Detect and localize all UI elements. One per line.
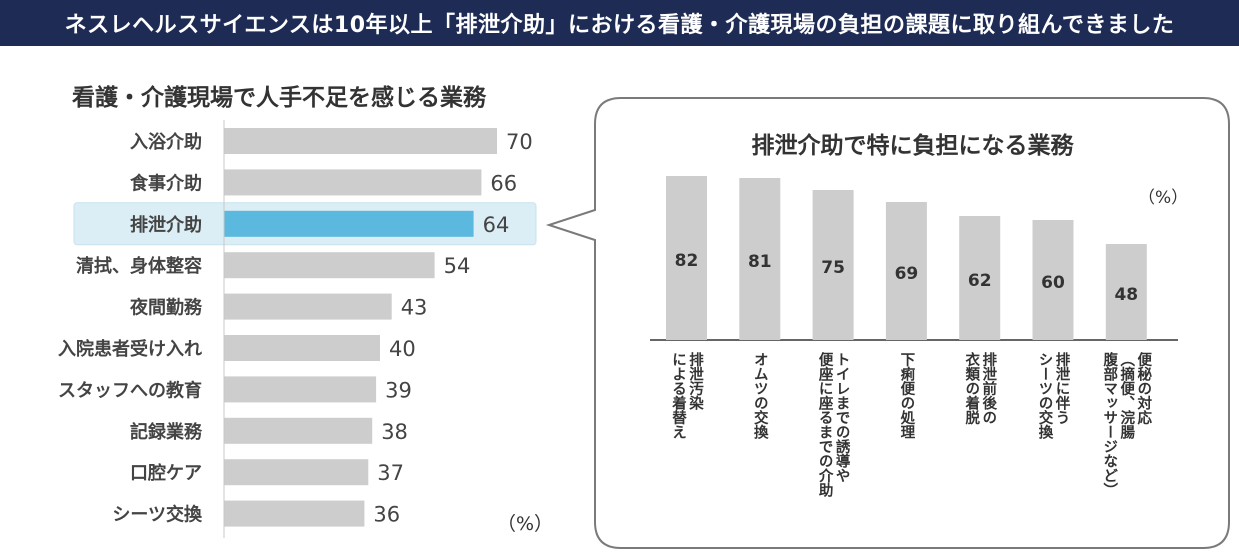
category-label: 入浴介助: [130, 131, 202, 153]
bar: [224, 128, 497, 154]
bar: [224, 293, 392, 320]
bar: [224, 169, 482, 196]
value-label: 75: [821, 258, 845, 278]
bar: [224, 500, 365, 527]
bar: [959, 216, 1001, 340]
category-label: 便秘の対応: [1135, 351, 1152, 426]
category-label: 下痢便の処理: [898, 352, 914, 440]
value-label: 38: [381, 420, 408, 444]
bar: [224, 376, 377, 403]
bar: [224, 335, 380, 361]
right-unit-label: （%）: [1138, 188, 1189, 208]
category-label: スタッフへの教育: [58, 379, 202, 401]
value-label: 54: [444, 254, 471, 278]
value-label: 37: [377, 461, 404, 485]
left-unit-label: （%）: [497, 513, 554, 535]
right-chart-title: 排泄介助で特に負担になる業務: [751, 133, 1074, 159]
category-label: 排泄介助: [130, 214, 202, 236]
category-label: 排泄前後の: [980, 351, 996, 425]
bar: [1105, 244, 1147, 340]
bar: [812, 190, 854, 340]
value-label: 69: [895, 264, 919, 284]
value-label: 60: [1041, 273, 1065, 293]
category-label: シーツの交換: [1037, 352, 1053, 440]
category-label: 衣類の着脱: [963, 351, 980, 426]
bar: [666, 176, 707, 340]
category-label: 排泄汚染: [687, 351, 704, 412]
category-label: 清拭、身体整容: [76, 255, 202, 277]
category-label: 夜間勤務: [129, 297, 203, 319]
bar: [224, 417, 373, 444]
category-label: 食事介助: [129, 172, 202, 194]
category-label: トイレまでの誘導や: [834, 352, 850, 483]
category-label: シーツ交換: [112, 504, 203, 526]
bar: [224, 210, 474, 237]
category-label: 腹部マッサージなど）: [1101, 351, 1118, 497]
value-label: 62: [968, 271, 992, 291]
bar: [739, 178, 781, 340]
category-label: 記録業務: [130, 421, 203, 443]
value-label: 64: [483, 213, 510, 237]
value-label: 40: [389, 337, 416, 361]
bar: [885, 202, 927, 340]
bar: [224, 252, 435, 279]
value-label: 43: [401, 296, 428, 320]
category-label: 排泄に伴う: [1054, 351, 1071, 425]
category-label: 口腔ケア: [130, 462, 202, 484]
value-label: 82: [675, 251, 699, 271]
category-label: オムツの交換: [752, 352, 768, 441]
value-label: 70: [506, 130, 533, 154]
bar: [224, 459, 369, 486]
bar: [1032, 220, 1074, 340]
value-label: 66: [490, 171, 517, 195]
value-label: 36: [373, 503, 400, 527]
category-label: による着替え: [670, 352, 687, 439]
value-label: 81: [748, 252, 772, 272]
header-banner: ネスレヘルスサイエンスは10年以上「排泄介助」における看護・介護現場の負担の課題…: [0, 0, 1239, 46]
left-bar-chart: 入浴介助 70 食事介助 66 排泄介助 64 清拭、身体整容 54 夜間勤務 43 入院患者受け入…: [58, 120, 537, 538]
value-label: 48: [1114, 285, 1138, 305]
category-label: 便座に座るまでの介助: [817, 351, 834, 499]
value-label: 39: [385, 378, 412, 402]
left-chart-title: 看護・介護現場で人手不足を感じる業務: [72, 85, 486, 111]
category-label: （摘便、浣腸: [1118, 352, 1135, 440]
category-label: 入院患者受け入れ: [58, 338, 202, 360]
